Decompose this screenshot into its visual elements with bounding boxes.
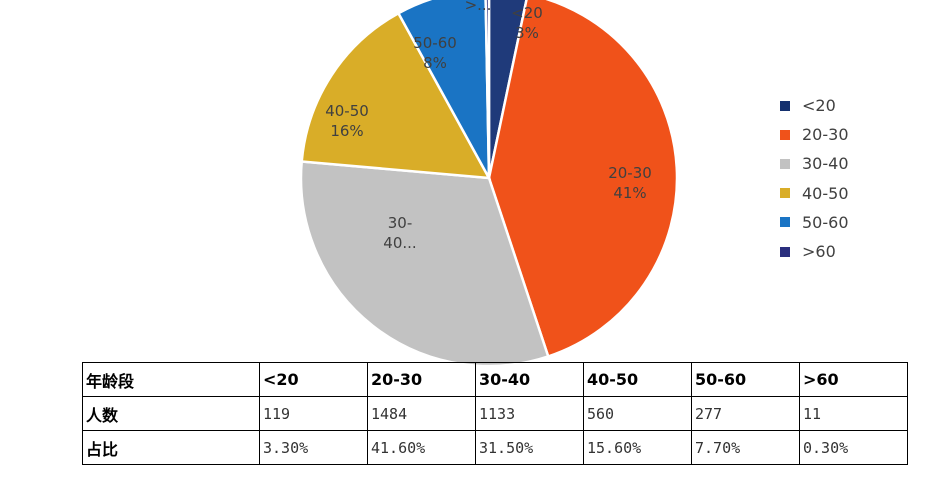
legend-item: 50-60 [780,208,849,237]
table-header-cell: 年龄段 [82,362,260,397]
legend-swatch [780,129,790,140]
table-header-cell: <20 [259,362,368,397]
table-row-header: 占比 [82,430,260,465]
legend-label: 50-60 [802,212,849,232]
pie-slice [484,0,491,179]
slice-label: 30-40... [383,214,416,252]
table-row: 占比 3.30% 41.60% 31.50% 15.60% 7.70% 0.30… [82,430,908,465]
table-cell: 119 [259,396,368,431]
table-cell: 1484 [367,396,476,431]
table-row-header: 人数 [82,396,260,431]
legend-item: >60 [780,237,849,266]
table-cell: 560 [583,396,692,431]
legend-swatch [780,217,790,228]
table-cell: 7.70% [691,430,800,465]
slice-label: 20-30 41% [608,164,652,202]
chart-legend: <20 20-30 30-40 40-50 50-60 >60 [780,91,849,266]
table-cell: 3.30% [259,430,368,465]
legend-label: >60 [802,242,836,262]
slice-label: 50-60 8% [413,34,457,72]
legend-item: 30-40 [780,149,849,178]
slice-label: <20 3% [511,4,543,42]
table-header-cell: 40-50 [583,362,692,397]
legend-swatch [780,188,790,199]
legend-swatch [780,158,790,169]
legend-item: <20 [780,91,849,120]
slice-label: >... [465,0,492,14]
table-cell: 0.30% [799,430,908,465]
table-header-cell: 50-60 [691,362,800,397]
table-cell: 15.60% [583,430,692,465]
legend-label: <20 [802,96,836,116]
data-table: 年龄段 <20 20-30 30-40 40-50 50-60 >60 人数 1… [82,362,908,465]
table-cell: 41.60% [367,430,476,465]
legend-label: 20-30 [802,125,849,145]
table-header-row: 年龄段 <20 20-30 30-40 40-50 50-60 >60 [82,362,908,397]
pie-slice [487,0,679,359]
slice-label: 40-50 16% [325,102,369,140]
pie-slice [396,0,491,179]
legend-swatch [780,246,790,257]
table-cell: 11 [799,396,908,431]
table-cell: 1133 [475,396,584,431]
table-row: 人数 119 1484 1133 560 277 11 [82,396,908,431]
legend-swatch [780,100,790,111]
table-header-cell: 20-30 [367,362,476,397]
legend-item: 20-30 [780,120,849,149]
table-header-cell: 30-40 [475,362,584,397]
table-cell: 31.50% [475,430,584,465]
table-header-cell: >60 [799,362,908,397]
legend-label: 40-50 [802,183,849,203]
legend-item: 40-50 [780,179,849,208]
pie-slice [300,11,492,180]
table-cell: 277 [691,396,800,431]
legend-label: 30-40 [802,154,849,174]
